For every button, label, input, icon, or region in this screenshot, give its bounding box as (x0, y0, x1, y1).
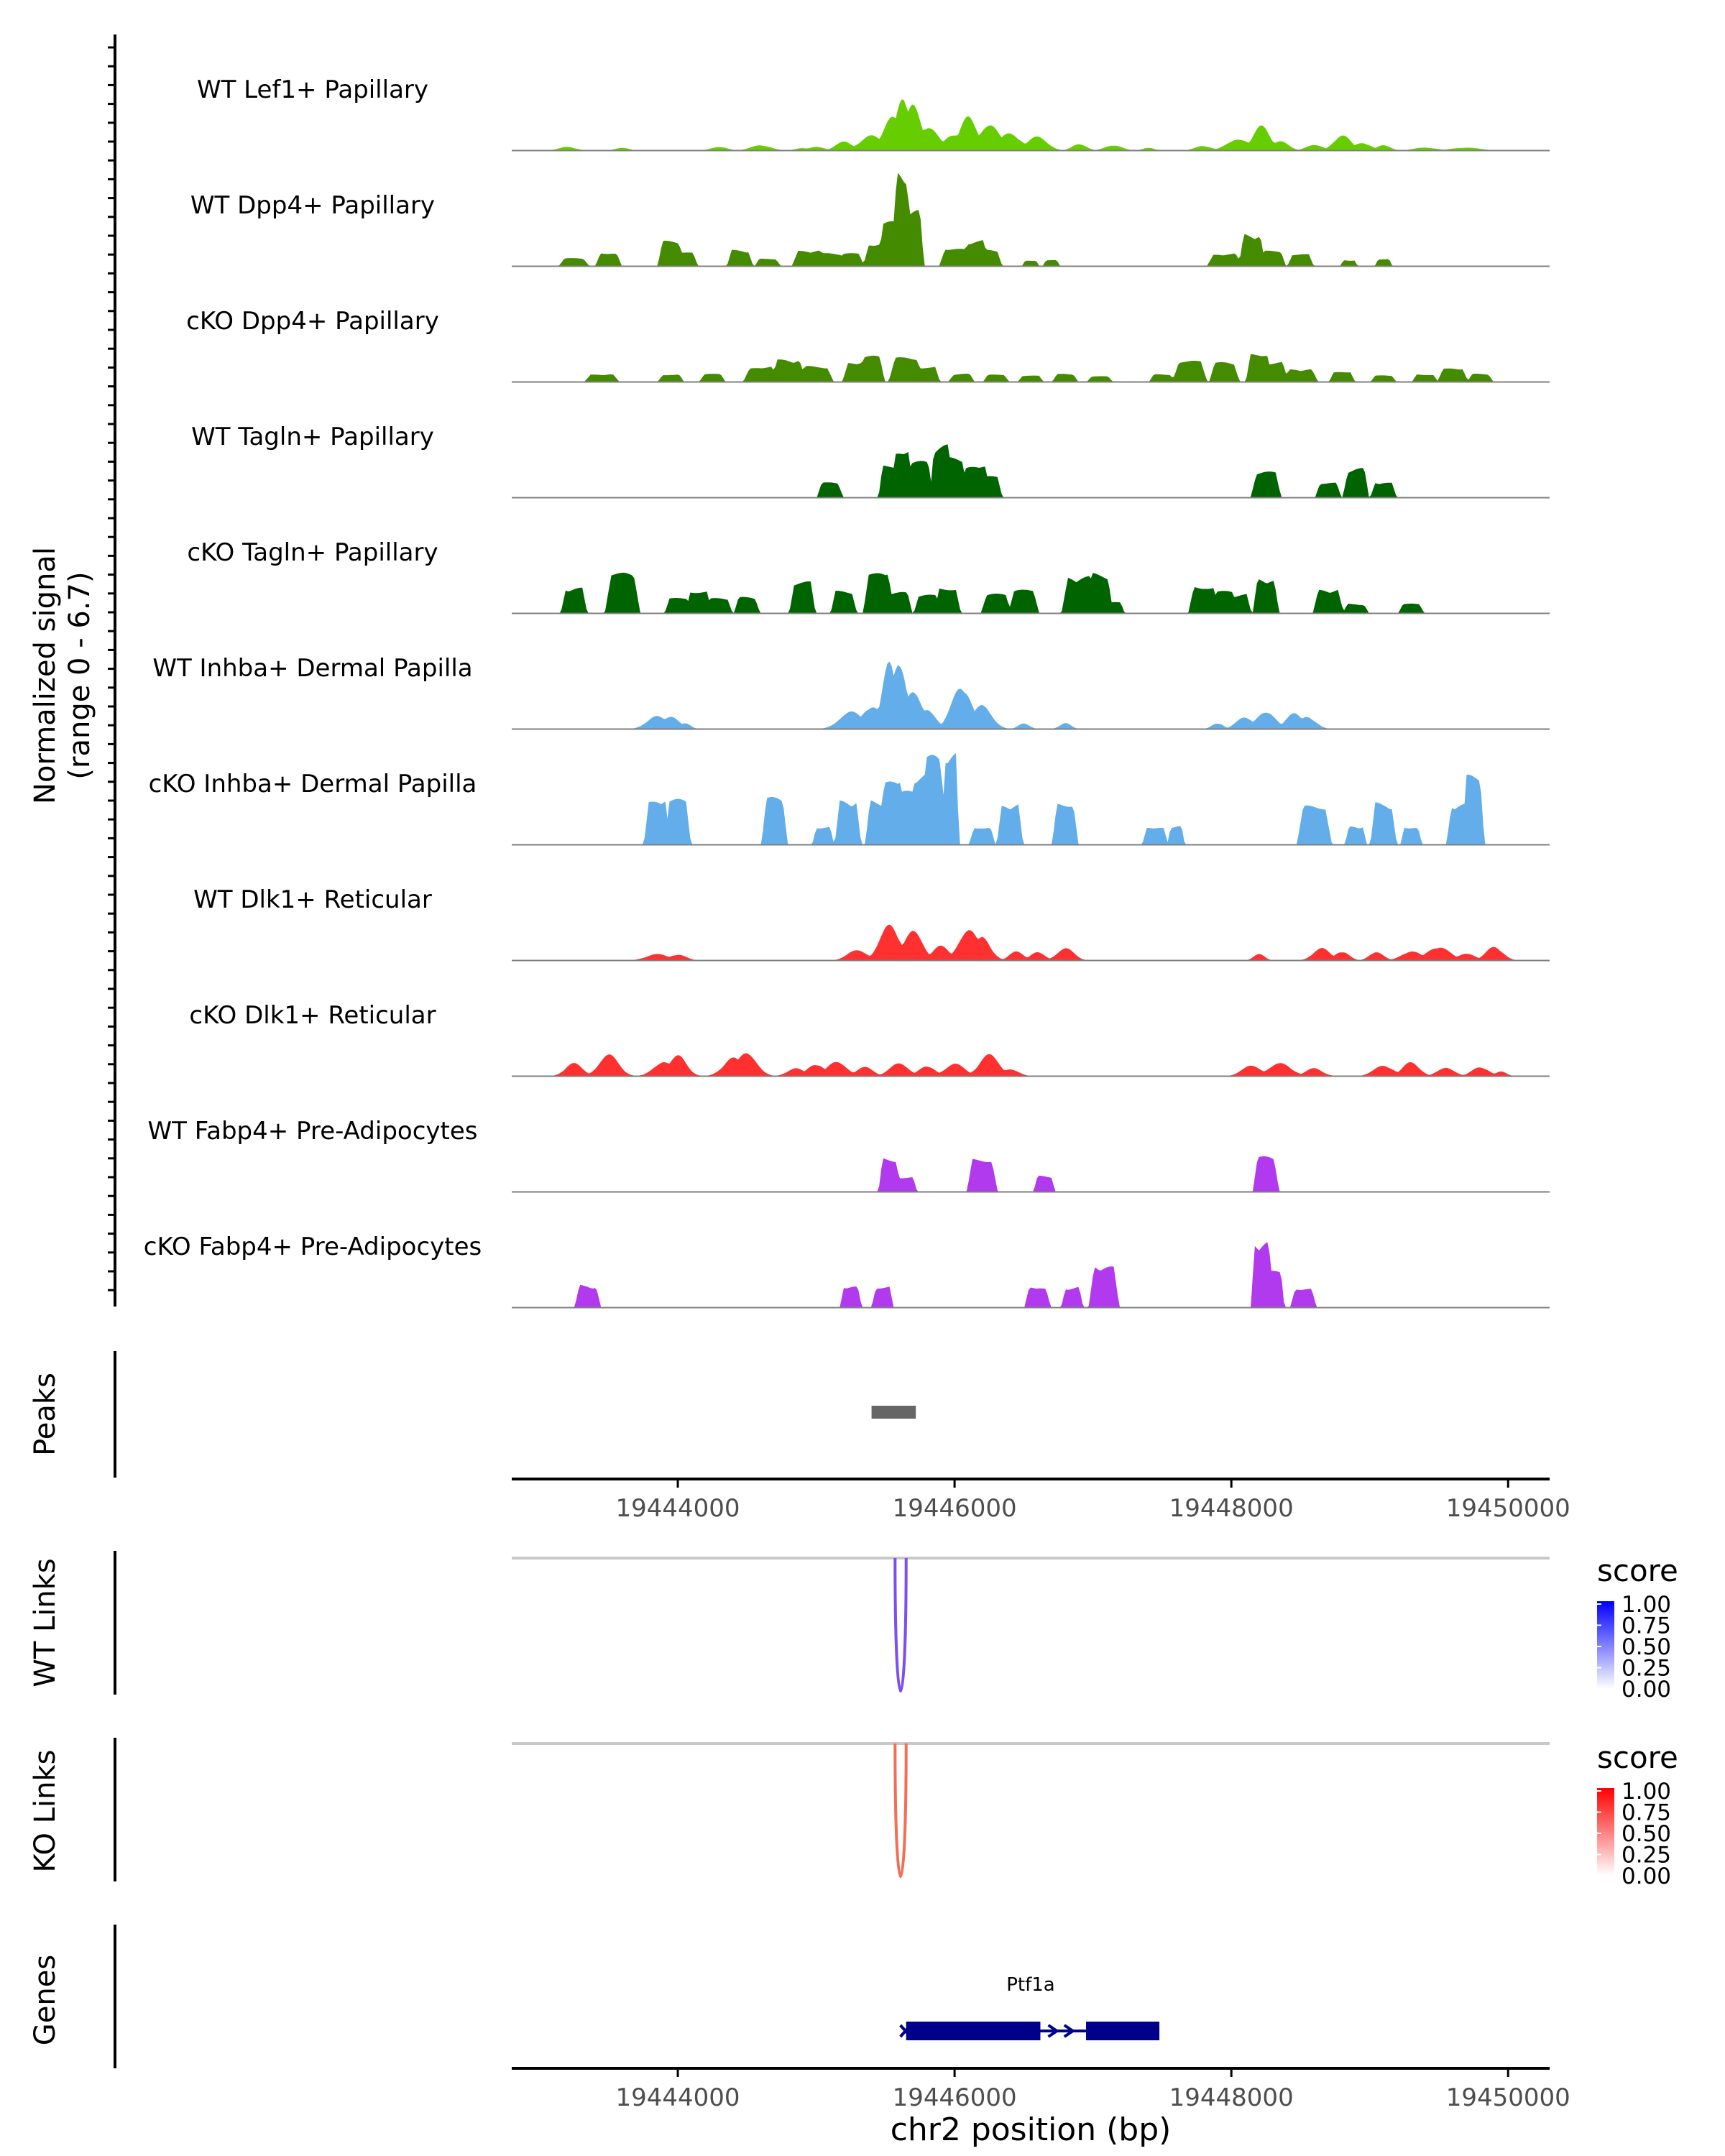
track-label: WT Dlk1+ Reticular (193, 885, 432, 914)
ko-links-legend: score 1.000.750.500.250.00 (1597, 1740, 1678, 1889)
strand-arrow-icon (1063, 2024, 1076, 2038)
ko-link-arc (893, 1743, 908, 1878)
coverage-area (512, 99, 1550, 151)
coverage-track: WT Dpp4+ Papillary (190, 172, 1550, 267)
track-label: WT Tagln+ Papillary (191, 423, 434, 451)
track-label: cKO Fabp4+ Pre-Adipocytes (144, 1233, 482, 1261)
coverage-tracks: WT Lef1+ Papillary WT Dpp4+ Papillary cKO … (144, 75, 1550, 1309)
coverage-track: cKO Dpp4+ Papillary (186, 307, 1550, 383)
legend-tick-label: 0.50 (1622, 1634, 1671, 1660)
peaks-ylabel: Peaks (29, 1373, 62, 1456)
coverage-track: WT Lef1+ Papillary (197, 75, 1550, 152)
track-label: WT Inhba+ Dermal Papilla (152, 654, 472, 683)
track-label: cKO Dpp4+ Papillary (186, 307, 439, 336)
legend-colorbar (1597, 1601, 1614, 1689)
x-tick-label: 19444000 (616, 1494, 740, 1523)
wt-link-arc (893, 1557, 908, 1692)
peaks-layer (871, 1406, 916, 1419)
legend-tick-label: 0.00 (1622, 1677, 1671, 1703)
coverage-area (512, 444, 1550, 498)
coverage-y-ticks (108, 46, 115, 1291)
coverage-area (512, 172, 1550, 267)
coverage-track: cKO Inhba+ Dermal Papilla (149, 753, 1550, 846)
legend-tick-label: 0.25 (1622, 1656, 1671, 1682)
track-label: WT Fabp4+ Pre-Adipocytes (148, 1117, 478, 1146)
track-label: WT Dpp4+ Papillary (190, 191, 435, 220)
genes-ylabel: Genes (29, 1955, 62, 2045)
gene-start-marker-icon (899, 2024, 912, 2038)
legend-tick-label: 1.00 (1622, 1779, 1671, 1805)
coverage-track: cKO Dlk1+ Reticular (189, 1001, 1550, 1077)
coverage-track: cKO Tagln+ Papillary (187, 538, 1550, 614)
x-tick-label: 19446000 (893, 2083, 1017, 2112)
coverage-track: WT Tagln+ Papillary (191, 423, 1550, 499)
gene-label: Ptf1a (1006, 1974, 1055, 1996)
coverage-area (512, 572, 1550, 614)
coverage-area (512, 1156, 1550, 1192)
ko-legend-title: score (1597, 1740, 1678, 1775)
coverage-track: WT Fabp4+ Pre-Adipocytes (148, 1117, 1550, 1193)
coverage-track: cKO Fabp4+ Pre-Adipocytes (144, 1233, 1550, 1309)
peak-region (871, 1406, 916, 1419)
coverage-ylabel-range: (range 0 - 6.7) (63, 571, 96, 779)
track-label: cKO Inhba+ Dermal Papilla (149, 770, 477, 798)
coverage-track: WT Dlk1+ Reticular (193, 885, 1550, 962)
x-tick-label: 19446000 (893, 1494, 1017, 1523)
legend-tick-label: 0.50 (1622, 1821, 1671, 1847)
ko-links-ylabel: KO Links (29, 1750, 62, 1873)
track-label: cKO Dlk1+ Reticular (189, 1001, 436, 1030)
legend-tick-label: 0.25 (1622, 1843, 1671, 1869)
coverage-area (512, 924, 1550, 961)
wt-links-legend: score 1.000.750.500.250.00 (1597, 1553, 1678, 1703)
wt-links-ylabel: WT Links (29, 1558, 62, 1687)
gene-model (899, 2022, 1160, 2040)
x-tick-label: 19448000 (1169, 1494, 1294, 1523)
coverage-track: WT Inhba+ Dermal Papilla (152, 654, 1550, 730)
coverage-area (512, 354, 1550, 382)
x-tick-label: 19450000 (1446, 2083, 1570, 2112)
coverage-area (512, 753, 1550, 845)
legend-colorbar (1597, 1788, 1614, 1876)
x-axis-title: chr2 position (bp) (891, 2111, 1172, 2148)
legend-tick-label: 0.00 (1622, 1864, 1671, 1889)
coverage-area (512, 1242, 1550, 1308)
x-axis-upper: 19444000 19446000 19448000 19450000 (512, 1478, 1570, 1523)
strand-arrow-icon (1047, 2024, 1060, 2038)
legend-tick-label: 1.00 (1622, 1592, 1671, 1618)
x-axis-lower: 19444000 19446000 19448000 19450000 (512, 2067, 1570, 2112)
track-label: cKO Tagln+ Papillary (187, 538, 438, 567)
coverage-ylabel: Normalized signal (29, 547, 62, 804)
x-tick-label: 19450000 (1446, 1494, 1570, 1523)
legend-tick-label: 0.75 (1622, 1800, 1671, 1826)
gene-exon (906, 2022, 1041, 2040)
gene-exon (1086, 2022, 1160, 2040)
legend-tick-label: 0.75 (1622, 1613, 1671, 1639)
x-tick-label: 19444000 (616, 2083, 740, 2112)
track-label: WT Lef1+ Papillary (197, 75, 428, 104)
wt-legend-title: score (1597, 1553, 1678, 1588)
coverage-area (512, 661, 1550, 729)
coverage-area (512, 1053, 1550, 1077)
x-tick-label: 19448000 (1169, 2083, 1294, 2112)
